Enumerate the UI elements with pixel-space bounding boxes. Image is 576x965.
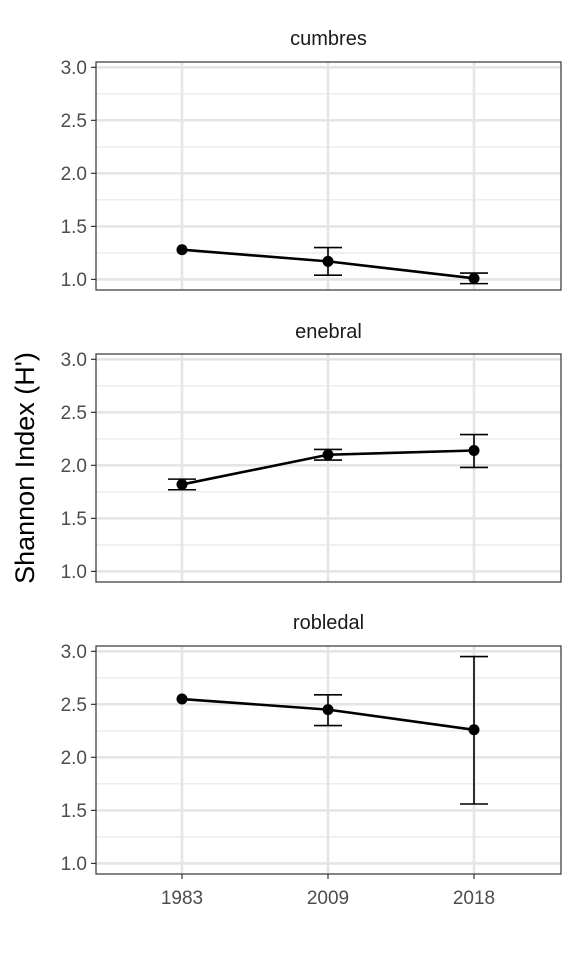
y-tick-label: 1.0 (61, 562, 87, 583)
y-tick-label: 3.0 (61, 350, 87, 371)
data-point (322, 255, 334, 267)
panel-border (95, 61, 562, 291)
y-tick-label: 2.0 (61, 164, 87, 185)
facet-title: robledal (293, 612, 364, 634)
panel-border (95, 353, 562, 583)
y-tick-label: 2.5 (61, 695, 87, 716)
x-tick-label: 2018 (453, 888, 495, 909)
y-tick-label: 1.5 (61, 801, 87, 822)
y-tick-label: 3.0 (61, 642, 87, 663)
y-tick-label: 2.0 (61, 748, 87, 769)
data-point (468, 724, 480, 736)
facet-title: cumbres (290, 28, 367, 50)
x-tick-label: 2009 (307, 888, 349, 909)
facet-title: enebral (295, 321, 362, 343)
y-tick-label: 2.5 (61, 111, 87, 132)
data-point (468, 272, 480, 284)
data-point (468, 445, 480, 457)
y-tick-label: 1.0 (61, 854, 87, 875)
y-tick-label: 1.5 (61, 217, 87, 238)
data-point (176, 244, 188, 256)
y-tick-label: 2.0 (61, 456, 87, 477)
y-tick-label: 2.5 (61, 403, 87, 424)
y-tick-label: 3.0 (61, 58, 87, 79)
y-axis-title: Shannon Index (H') (10, 352, 40, 584)
data-point (176, 693, 188, 705)
y-tick-label: 1.5 (61, 509, 87, 530)
x-tick-label: 1983 (161, 888, 203, 909)
data-point (322, 704, 334, 716)
y-tick-label: 1.0 (61, 270, 87, 291)
data-point (176, 478, 188, 490)
data-point (322, 449, 334, 461)
